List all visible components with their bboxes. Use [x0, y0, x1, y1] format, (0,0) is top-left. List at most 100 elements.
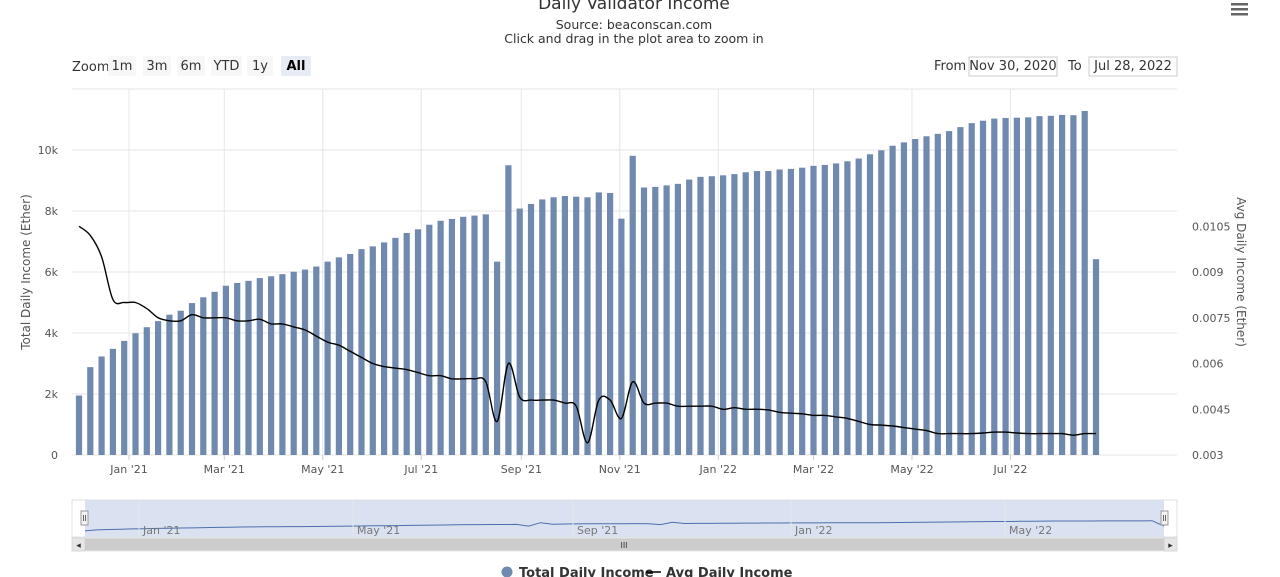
bar-total-daily-income[interactable]: [1081, 110, 1088, 456]
bar-total-daily-income[interactable]: [810, 165, 817, 456]
bar-total-daily-income[interactable]: [900, 142, 907, 455]
bar-total-daily-income[interactable]: [607, 193, 614, 455]
legend-item-total-daily-income[interactable]: Total Daily Income: [501, 566, 654, 577]
bar-total-daily-income[interactable]: [878, 150, 885, 455]
bar-total-daily-income[interactable]: [471, 215, 478, 455]
bar-total-daily-income[interactable]: [912, 139, 919, 455]
bar-total-daily-income[interactable]: [200, 297, 207, 455]
bar-total-daily-income[interactable]: [550, 197, 557, 455]
bar-total-daily-income[interactable]: [934, 133, 941, 455]
bar-total-daily-income[interactable]: [629, 155, 636, 456]
bar-total-daily-income[interactable]: [403, 232, 410, 455]
zoom-button-3m[interactable]: 3m: [143, 56, 171, 76]
bar-total-daily-income[interactable]: [155, 321, 162, 455]
bar-total-daily-income[interactable]: [347, 254, 354, 455]
bar-total-daily-income[interactable]: [844, 161, 851, 455]
bar-total-daily-income[interactable]: [1047, 115, 1054, 455]
bar-total-daily-income[interactable]: [234, 282, 241, 455]
hamburger-menu-icon[interactable]: [1231, 3, 1248, 16]
legend-item-avg-daily-income[interactable]: Avg Daily Income: [646, 566, 793, 577]
navigator-handle-right[interactable]: [1160, 510, 1169, 526]
navigator-selected-range[interactable]: [85, 500, 1164, 537]
bar-total-daily-income[interactable]: [866, 154, 874, 455]
bar-total-daily-income[interactable]: [946, 131, 953, 455]
bar-total-daily-income[interactable]: [720, 175, 727, 455]
bar-total-daily-income[interactable]: [595, 192, 602, 455]
bar-total-daily-income[interactable]: [697, 176, 704, 455]
bar-total-daily-income[interactable]: [618, 218, 625, 455]
bar-total-daily-income[interactable]: [211, 291, 218, 455]
scroll-right-button[interactable]: ▸: [1163, 537, 1178, 552]
bar-total-daily-income[interactable]: [358, 249, 365, 455]
zoom-button-all[interactable]: All: [281, 56, 311, 76]
bar-total-daily-income[interactable]: [561, 196, 568, 455]
bar-total-daily-income[interactable]: [448, 218, 455, 455]
bar-total-daily-income[interactable]: [652, 186, 659, 455]
bar-total-daily-income[interactable]: [1002, 117, 1009, 455]
from-date-input[interactable]: Nov 30, 2020: [968, 56, 1058, 77]
bar-total-daily-income[interactable]: [1013, 117, 1020, 456]
bar-total-daily-income[interactable]: [87, 367, 94, 455]
bar-total-daily-income[interactable]: [957, 127, 964, 455]
bar-total-daily-income[interactable]: [324, 261, 331, 455]
bar-total-daily-income[interactable]: [301, 269, 309, 455]
bar-total-daily-income[interactable]: [708, 176, 715, 456]
bar-total-daily-income[interactable]: [584, 197, 591, 455]
zoom-button-ytd[interactable]: YTD: [211, 56, 242, 76]
bar-total-daily-income[interactable]: [991, 118, 998, 456]
bar-total-daily-income[interactable]: [640, 187, 648, 455]
bar-total-daily-income[interactable]: [979, 120, 987, 455]
bar-total-daily-income[interactable]: [279, 274, 286, 455]
bar-total-daily-income[interactable]: [222, 285, 229, 455]
bar-total-daily-income[interactable]: [109, 348, 116, 455]
bar-total-daily-income[interactable]: [787, 168, 794, 455]
bar-total-daily-income[interactable]: [1092, 259, 1100, 455]
bar-total-daily-income[interactable]: [494, 261, 501, 455]
bar-total-daily-income[interactable]: [143, 327, 150, 455]
bar-total-daily-income[interactable]: [1070, 115, 1077, 455]
bar-total-daily-income[interactable]: [573, 196, 580, 456]
bar-total-daily-income[interactable]: [539, 199, 546, 455]
bar-total-daily-income[interactable]: [1025, 117, 1032, 456]
bar-total-daily-income[interactable]: [674, 183, 681, 456]
bar-total-daily-income[interactable]: [381, 242, 388, 455]
bar-total-daily-income[interactable]: [369, 246, 376, 455]
bar-total-daily-income[interactable]: [392, 237, 399, 455]
bar-total-daily-income[interactable]: [776, 169, 783, 455]
zoom-button-1y[interactable]: 1y: [247, 56, 273, 76]
zoom-button-6m[interactable]: 6m: [177, 56, 205, 76]
bar-total-daily-income[interactable]: [98, 356, 105, 455]
bar-total-daily-income[interactable]: [516, 208, 523, 455]
scroll-left-button[interactable]: ◂: [71, 537, 86, 552]
bar-total-daily-income[interactable]: [335, 257, 342, 455]
bar-total-daily-income[interactable]: [121, 340, 128, 455]
bar-total-daily-income[interactable]: [482, 214, 489, 455]
plot-area[interactable]: 0 2k 4k 6k 8k 10k 0.003 0.0045 0.006 0.0075 0.009…: [38, 88, 1231, 476]
bar-total-daily-income[interactable]: [799, 167, 806, 455]
bar-total-daily-income[interactable]: [742, 172, 749, 455]
bar-total-daily-income[interactable]: [821, 164, 828, 455]
bar-total-daily-income[interactable]: [505, 165, 512, 455]
bar-total-daily-income[interactable]: [290, 271, 297, 455]
bar-total-daily-income[interactable]: [663, 185, 670, 455]
bar-total-daily-income[interactable]: [268, 276, 275, 455]
bar-total-daily-income[interactable]: [1059, 114, 1066, 456]
bar-total-daily-income[interactable]: [855, 158, 862, 456]
bar-total-daily-income[interactable]: [313, 266, 320, 455]
bar-total-daily-income[interactable]: [731, 174, 738, 455]
navigator-scrollbar[interactable]: ◂ ▸ III: [71, 537, 1178, 552]
bar-total-daily-income[interactable]: [414, 229, 422, 455]
bar-total-daily-income[interactable]: [437, 220, 444, 455]
navigator-handle-left[interactable]: [80, 510, 89, 526]
bar-total-daily-income[interactable]: [833, 163, 840, 456]
bar-total-daily-income[interactable]: [256, 278, 263, 455]
bar-total-daily-income[interactable]: [889, 145, 896, 456]
bar-total-daily-income[interactable]: [765, 171, 772, 456]
bar-total-daily-income[interactable]: [753, 171, 761, 456]
bar-total-daily-income[interactable]: [1036, 116, 1043, 456]
zoom-button-1m[interactable]: 1m: [108, 56, 136, 76]
to-date-input[interactable]: Jul 28, 2022: [1088, 56, 1178, 77]
navigator[interactable]: Jan '21 May '21 Sep '21 Jan '22 May '22: [71, 499, 1178, 538]
bar-total-daily-income[interactable]: [460, 216, 467, 455]
